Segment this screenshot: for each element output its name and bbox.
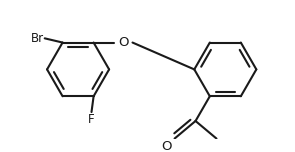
Text: Br: Br	[30, 32, 44, 45]
Text: F: F	[88, 113, 95, 126]
Text: O: O	[161, 140, 171, 152]
Text: O: O	[118, 36, 128, 49]
